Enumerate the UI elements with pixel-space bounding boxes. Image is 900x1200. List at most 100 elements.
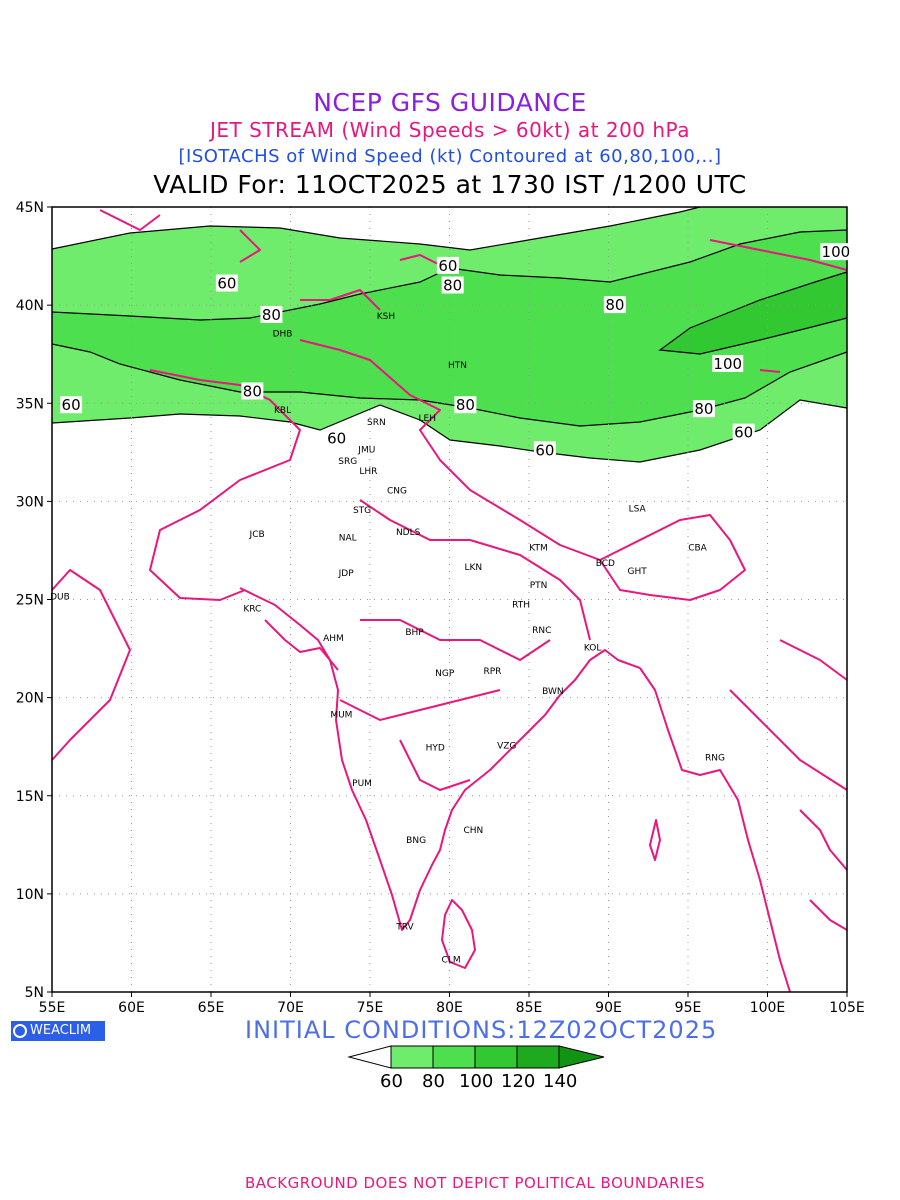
initial-conditions: INITIAL CONDITIONS:12Z02OCT2025	[245, 1016, 718, 1044]
logo-text: WEACLIM	[30, 1023, 92, 1038]
station-label: CBA	[688, 544, 707, 554]
logo-circle-icon	[13, 1024, 27, 1038]
internal-border-2	[360, 619, 551, 661]
station-label: SRN	[367, 418, 386, 428]
lon-tick-label: 70E	[277, 1000, 304, 1016]
contour-label: 60	[62, 396, 81, 414]
station-label: JDP	[338, 569, 355, 579]
weaclim-logo: WEACLIM	[11, 1021, 105, 1041]
colorbar-80-100	[432, 1045, 476, 1069]
internal-border-4	[399, 739, 471, 791]
station-label: LEH	[419, 414, 436, 424]
station-label: AHM	[323, 634, 344, 644]
station-label: NDLS	[396, 528, 421, 538]
internal-border-1	[359, 499, 591, 641]
lat-tick-label: 40N	[16, 298, 44, 314]
lat-tick-label: 15N	[16, 789, 44, 805]
contour-label-bg	[215, 274, 238, 292]
lat-tick-label: 45N	[16, 200, 44, 216]
contour-label: 60	[217, 275, 236, 293]
station-label: BHP	[405, 628, 424, 638]
station-label: TRV	[395, 922, 414, 932]
contour-60-north	[51, 206, 701, 251]
station-label: KTM	[529, 544, 547, 554]
southeast-asia-coast	[799, 809, 848, 931]
contour-label-bg	[260, 305, 283, 323]
station-label: VZG	[497, 742, 516, 752]
disclaimer: BACKGROUND DOES NOT DEPICT POLITICAL BOU…	[245, 1174, 705, 1192]
colorbar-60-80	[390, 1045, 434, 1069]
colorbar-low-arrow	[347, 1045, 392, 1069]
pakistan-border	[149, 369, 301, 601]
contour-label: 60	[734, 424, 753, 442]
station-label: JCB	[249, 530, 265, 540]
station-label: KOL	[584, 644, 602, 654]
colorbar	[347, 1045, 605, 1069]
station-label: RPR	[483, 667, 501, 677]
station-label: KRC	[243, 604, 261, 614]
station-label: DUB	[50, 593, 70, 603]
station-label: HTN	[448, 361, 467, 371]
srilanka-coast	[441, 899, 476, 969]
station-label: RNC	[532, 626, 551, 636]
contour-label-bg	[820, 243, 852, 261]
contour-label: 60	[535, 441, 554, 459]
station-label: NAL	[339, 534, 357, 544]
lon-tick-label: 100E	[750, 1000, 786, 1016]
contour-label: 100	[713, 355, 742, 373]
band-100-120	[660, 272, 847, 354]
colorbar-tick: 100	[459, 1071, 494, 1092]
contour-label-bg	[692, 400, 715, 418]
description: [ISOTACHS of Wind Speed (kt) Contoured a…	[178, 146, 722, 167]
lat-tick-label: 35N	[16, 396, 44, 412]
lat-tick-label: 25N	[16, 593, 44, 609]
contour-label: 100	[822, 243, 851, 261]
station-label: PUM	[352, 779, 372, 789]
contour-label-bg	[603, 296, 626, 314]
station-label: CHN	[463, 826, 483, 836]
contour-label: 80	[456, 396, 475, 414]
station-label: LHR	[359, 467, 377, 477]
lon-tick-label: 55E	[39, 1000, 66, 1016]
lat-tick-label: 20N	[16, 691, 44, 707]
contour-label: 80	[694, 400, 713, 418]
page-title: NCEP GFS GUIDANCE	[313, 88, 587, 117]
colorbar-tick: 140	[543, 1071, 578, 1092]
isotach-bands	[52, 207, 847, 462]
himalaya-border	[299, 339, 746, 601]
lon-tick-label: 90E	[595, 1000, 622, 1016]
contour-label: 80	[262, 306, 281, 324]
coastlines	[51, 209, 848, 993]
station-label: BCD	[596, 559, 615, 569]
station-label: KBL	[274, 406, 291, 416]
internal-border-3	[339, 689, 501, 721]
station-label: DHB	[273, 330, 293, 340]
lon-tick-label: 85E	[516, 1000, 543, 1016]
contour-80-south	[51, 343, 848, 427]
band-80-100	[52, 230, 847, 426]
contour-label-bg	[732, 423, 755, 441]
contour-60-south	[51, 399, 848, 463]
station-label: KSH	[377, 312, 395, 322]
colorbar-tick: 120	[501, 1071, 536, 1092]
station-label: NGP	[435, 669, 455, 679]
contour-label-bg	[241, 382, 264, 400]
colorbar-120-140	[516, 1045, 560, 1069]
station-label: RNG	[705, 754, 725, 764]
station-label: SRG	[338, 457, 357, 467]
map-axes: 55E 60E 65E 70E 75E 80E 85E 90E 95E 100E 105E 45N 40…	[16, 200, 865, 1016]
india-coastline	[239, 587, 641, 931]
central-asia-border	[99, 209, 441, 311]
colorbar-high-arrow	[558, 1045, 605, 1069]
lon-tick-label: 95E	[675, 1000, 702, 1016]
contour-label-bg	[441, 276, 464, 294]
lat-tick-label: 10N	[16, 887, 44, 903]
myanmar-coast	[639, 667, 791, 993]
station-label: LSA	[629, 504, 647, 514]
colorbar-100-120	[474, 1045, 518, 1069]
lon-tick-label: 75E	[357, 1000, 384, 1016]
contour-labels: 60 60 80 80 80 100 80 60 80 60 60 100 80 60	[60, 243, 852, 459]
station-label: GHT	[627, 567, 647, 577]
contour-label: 80	[243, 382, 262, 400]
